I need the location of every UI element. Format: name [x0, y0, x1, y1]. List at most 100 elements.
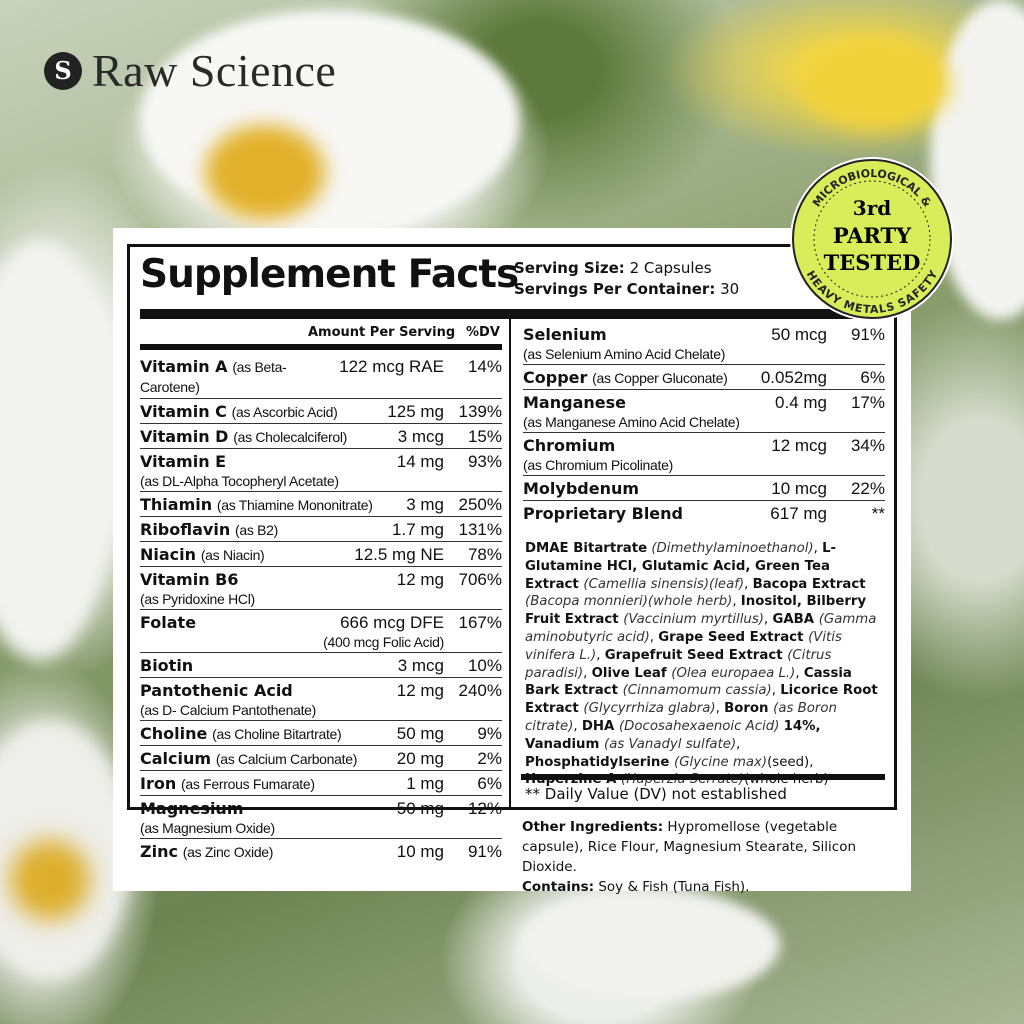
flower-petal — [0, 240, 120, 660]
blend-ingredient-text: , — [795, 665, 804, 681]
nutrient-row: Vitamin D (as Cholecalciferol) 3 mcg 15% — [140, 424, 502, 449]
blend-ingredient-text: Phosphatidylserine — [525, 754, 675, 770]
blend-ingredient-text: 14%, Vanadium — [525, 718, 821, 752]
nutrient-source: (as Selenium Amino Acid Chelate) — [523, 346, 726, 362]
nutrient-amount: 617 mg — [770, 504, 827, 523]
amount-wrap: 50 mcg — [771, 325, 827, 363]
nutrient-row: Chromium (as Chromium Picolinate) 12 mcg 34… — [523, 433, 885, 476]
other-ingredients-label: Other Ingredients: — [522, 819, 664, 835]
brand-mark: S — [54, 56, 72, 85]
nutrient-dv: 706% — [458, 570, 502, 589]
nutrient-source: (as Manganese Amino Acid Chelate) — [523, 414, 740, 430]
nutrient-dv: 91% — [850, 325, 885, 344]
nutrient-amount: 3 mcg — [397, 656, 444, 675]
nutrient-name-cell: Niacin (as Niacin) — [140, 545, 265, 565]
serving-size-label: Serving Size: — [514, 259, 625, 277]
amount-wrap: 0.052mg — [761, 368, 827, 388]
amount-wrap: 14 mg — [397, 452, 444, 490]
nutrient-amount: 14 mg — [396, 452, 444, 471]
blend-ingredient-text: (Dimethylaminoethanol) — [647, 541, 814, 556]
nutrient-dv: 78% — [467, 545, 502, 564]
nutrient-dv: 10% — [467, 656, 502, 675]
nutrient-name-cell: Magnesium (as Magnesium Oxide) — [140, 799, 275, 837]
nutrient-amount-cell: 0.4 mg 17% — [775, 393, 885, 431]
flower-center — [10, 840, 90, 920]
nutrient-amount-cell: 10 mcg 22% — [771, 479, 885, 499]
amount-wrap: 666 mcg DFE (400 mcg Folic Acid) — [323, 613, 444, 651]
nutrient-name: Iron — [140, 774, 177, 793]
amount-wrap: 12.5 mg NE — [354, 545, 444, 565]
nutrient-amount-cell: 3 mg 250% — [406, 495, 502, 515]
blend-ingredient-text: , — [732, 594, 741, 610]
badge-inner-ring — [813, 180, 931, 298]
nutrient-amount: 12 mg — [396, 570, 444, 589]
nutrient-name-cell: Folate — [140, 613, 196, 651]
amount-wrap: 3 mcg — [398, 656, 444, 676]
nutrient-dv: ** — [871, 504, 885, 523]
flower-center — [800, 40, 950, 130]
nutrient-row: Proprietary Blend 617 mg ** — [523, 501, 885, 525]
nutrient-source: (as D- Calcium Pantothenate) — [140, 702, 317, 718]
nutrient-row: Biotin 3 mcg 10% — [140, 653, 502, 678]
amount-wrap: 12 mg — [397, 570, 444, 608]
nutrient-amount-cell: 12 mg 706% — [397, 570, 502, 608]
divider-thick-bottom — [521, 774, 885, 780]
blend-ingredient-text: Olive Leaf — [591, 665, 672, 681]
nutrient-row: Niacin (as Niacin) 12.5 mg NE 78% — [140, 542, 502, 567]
blend-ingredient-text: L-Glutamine HCl, Glutamic Acid, Green Te… — [525, 541, 837, 592]
flower-petal — [140, 10, 520, 230]
amount-wrap: 1.7 mg — [392, 520, 444, 540]
nutrient-name-cell: Proprietary Blend — [523, 504, 683, 524]
blend-ingredient-text: , — [583, 665, 592, 681]
nutrient-amount-cell: 12 mg 240% — [397, 681, 502, 719]
blend-ingredient-text: , — [715, 701, 725, 717]
nutrient-dv: 250% — [458, 495, 502, 514]
blend-ingredient-text: GABA — [772, 612, 819, 628]
nutrient-name-cell: Vitamin B6 (as Pyridoxine HCl) — [140, 570, 255, 608]
supplement-facts-card — [113, 228, 911, 891]
nutrient-row: Vitamin B6 (as Pyridoxine HCl) 12 mg 706% — [140, 567, 502, 610]
nutrient-row: Pantothenic Acid (as D- Calcium Pantothen… — [140, 678, 502, 721]
blend-ingredient-text: (Vaccinium myrtillus) — [623, 612, 764, 628]
nutrient-source: (as Pyridoxine HCl) — [140, 591, 255, 607]
blend-ingredient-text: DMAE Bitartrate — [525, 541, 648, 556]
blend-ingredient-text: , — [736, 736, 741, 752]
amount-wrap: 10 mg — [397, 842, 444, 862]
nutrient-name: Thiamin — [140, 495, 213, 514]
nutrient-row: Calcium (as Calcium Carbonate) 20 mg 2% — [140, 746, 502, 771]
serving-size: 2 Capsules — [629, 259, 712, 277]
servings-per-container: 30 — [720, 280, 740, 298]
nutrient-amount: 1.7 mg — [392, 520, 444, 539]
amount-wrap: 50 mg — [397, 724, 444, 744]
nutrient-name-cell: Vitamin E (as DL-Alpha Tocopheryl Acetate… — [140, 452, 339, 490]
nutrient-row: Riboflavin (as B2) 1.7 mg 131% — [140, 517, 502, 542]
nutrient-amount: 0.4 mg — [775, 393, 827, 412]
nutrient-name: Vitamin E — [140, 452, 227, 471]
blend-ingredient-text: Grape Seed Extract — [658, 629, 809, 645]
contains-label: Contains: — [522, 879, 595, 895]
nutrient-amount-cell: 12 mcg 34% — [771, 436, 885, 474]
nutrient-amount-cell: 3 mcg 10% — [398, 656, 502, 676]
nutrient-name: Molybdenum — [523, 479, 640, 498]
nutrient-name: Vitamin A — [140, 357, 228, 376]
nutrient-row: Manganese (as Manganese Amino Acid Chelat… — [523, 390, 885, 433]
nutrient-amount: 10 mg — [396, 842, 444, 861]
nutrient-amount-cell: 125 mg 139% — [387, 402, 502, 422]
nutrient-dv: 9% — [477, 724, 502, 743]
nutrient-name: Zinc — [140, 842, 178, 861]
dv-header: %DV — [466, 325, 500, 340]
blend-ingredient-text: Inositol, Bilberry Fruit Extract — [525, 594, 867, 628]
blend-ingredient-text: (as Vanadyl sulfate) — [604, 736, 737, 752]
blend-ingredient-text: , — [744, 576, 753, 592]
third-party-tested-badge: MICROBIOLOGICAL & HEAVY METALS SAFETY 3r… — [790, 157, 954, 321]
nutrient-row: Molybdenum 10 mcg 22% — [523, 476, 885, 501]
nutrient-amount-cell: 12.5 mg NE 78% — [354, 545, 502, 565]
blend-ingredient-text: , — [763, 612, 773, 628]
nutrient-source: (as DL-Alpha Tocopheryl Acetate) — [140, 473, 339, 489]
blend-ingredient-text: Licorice Root Extract — [525, 683, 878, 717]
nutrient-row: Copper (as Copper Gluconate) 0.052mg 6% — [523, 365, 885, 390]
dv-note: ** Daily Value (DV) not established — [525, 785, 787, 803]
blend-ingredient-text: (Bacopa monnieri)(whole herb) — [525, 594, 733, 610]
amount-wrap: 12 mcg — [771, 436, 827, 474]
nutrient-name: Manganese — [523, 393, 626, 412]
